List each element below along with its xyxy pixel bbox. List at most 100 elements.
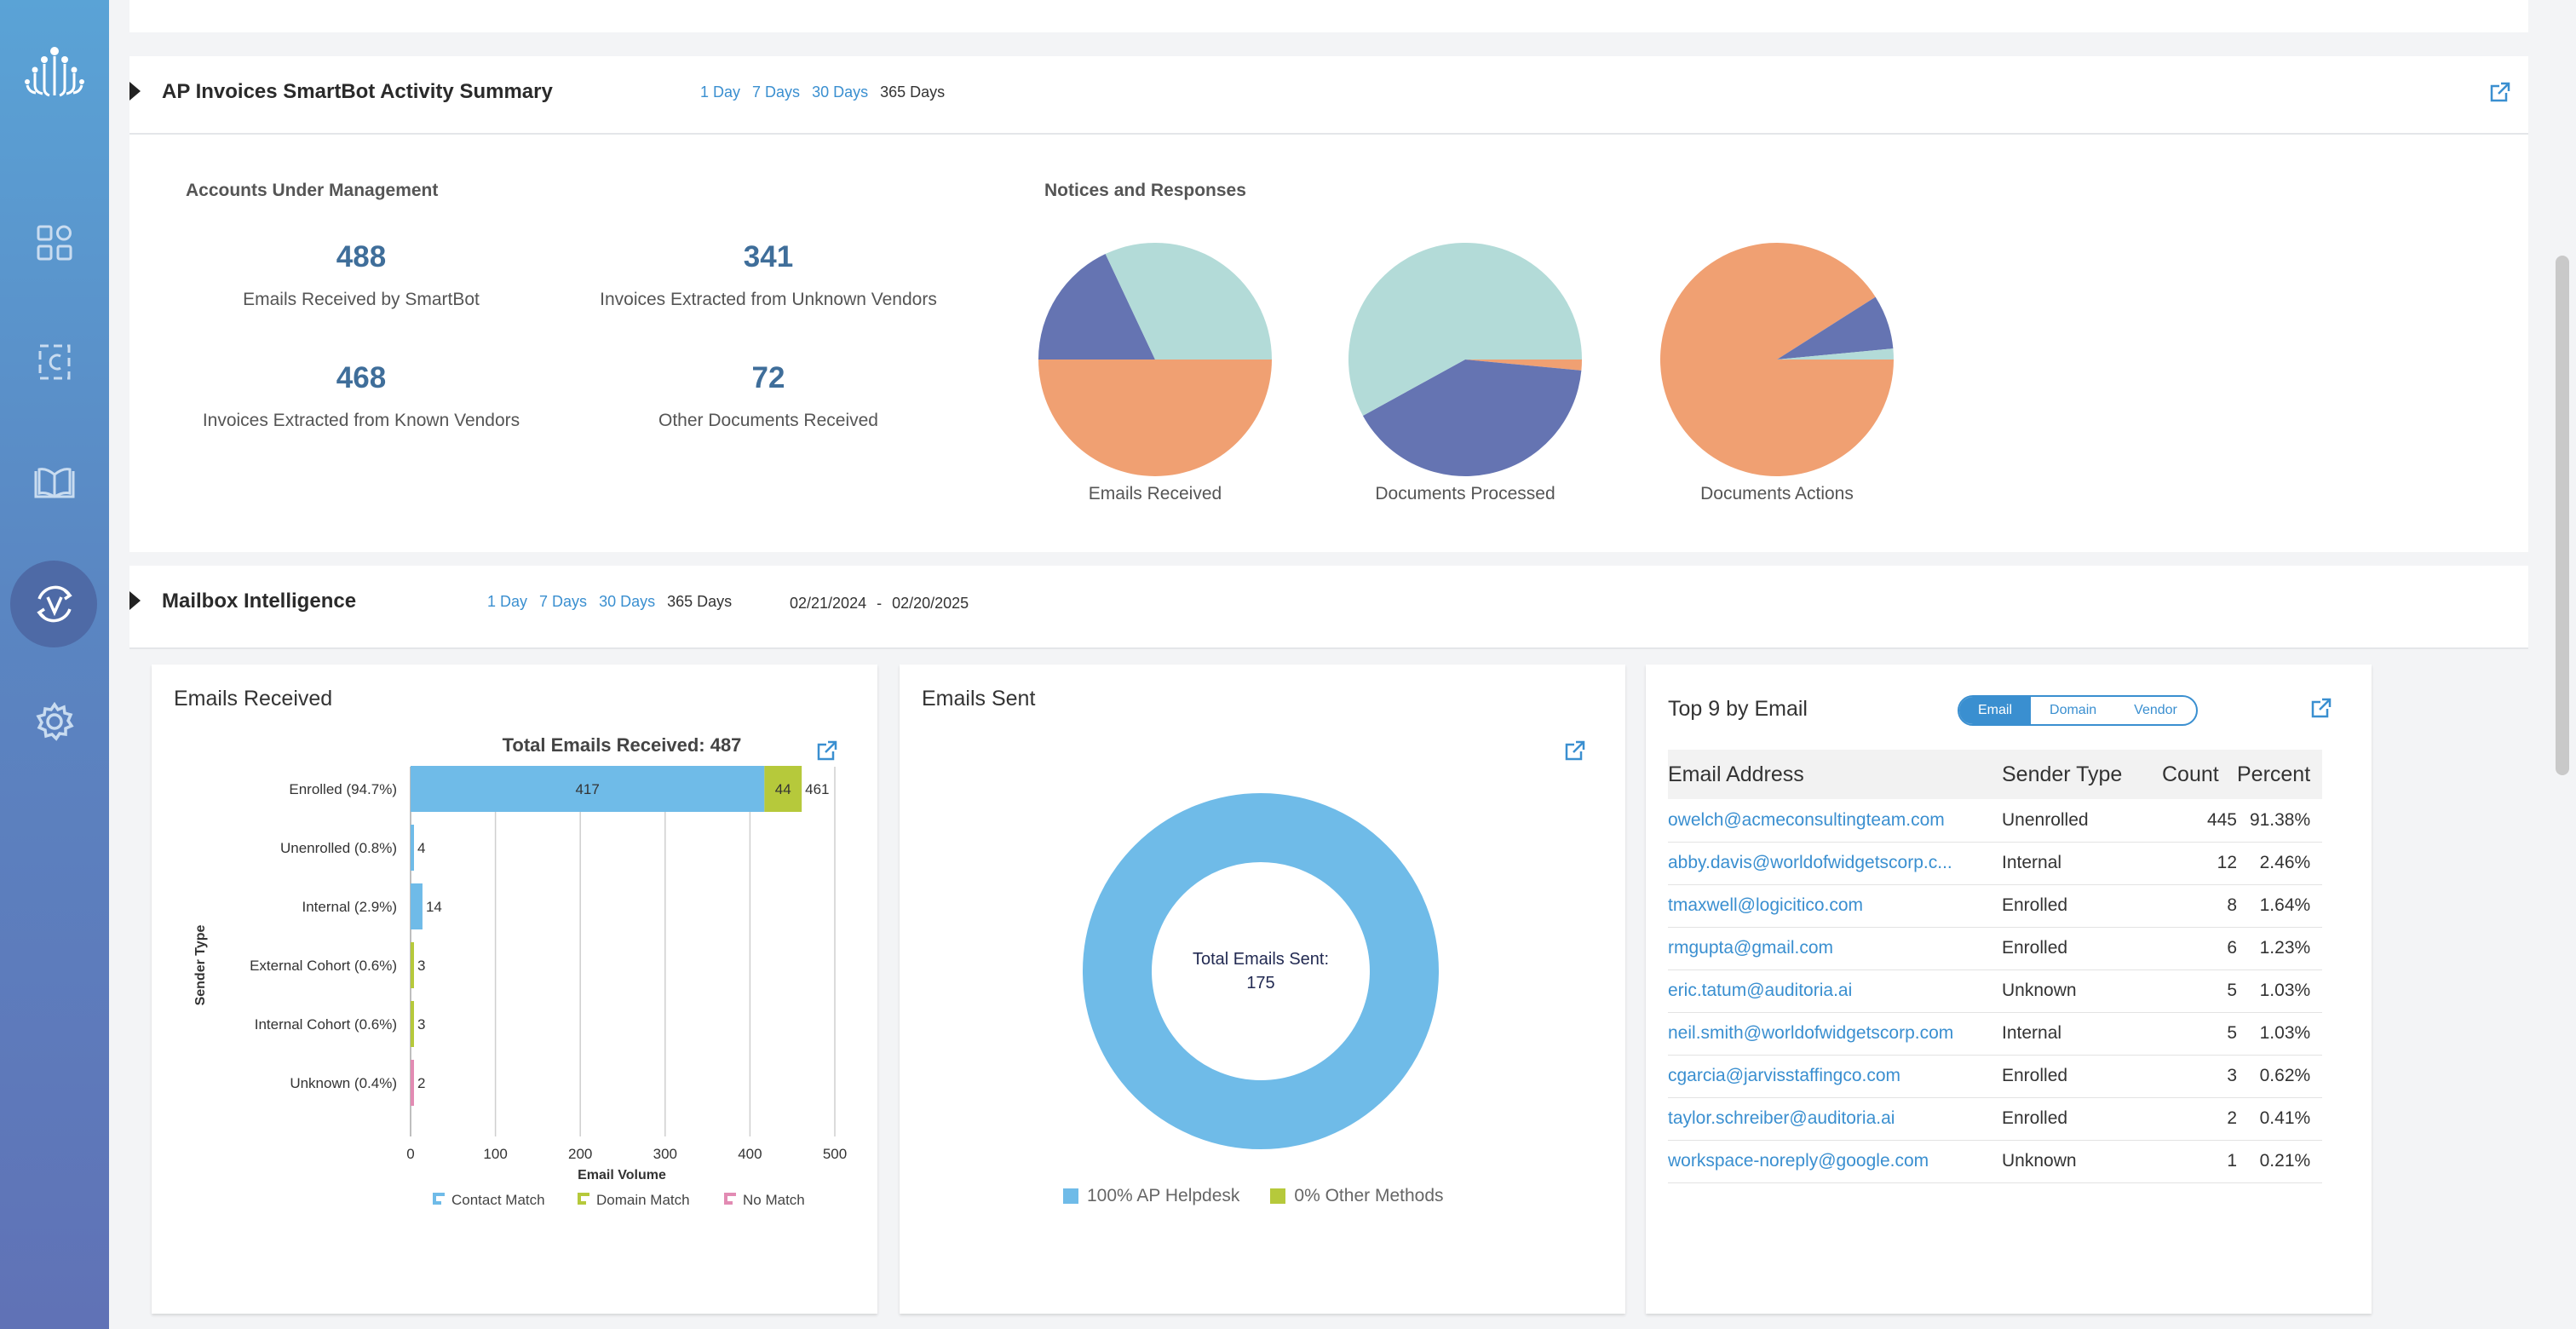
email-cell[interactable]: taylor.schreiber@auditoria.ai	[1668, 1097, 2002, 1141]
pie-slice[interactable]	[1038, 360, 1272, 476]
panel-title: Top 9 by Email	[1668, 697, 1808, 721]
table-row[interactable]: eric.tatum@auditoria.ai Unknown 5 1.03%	[1668, 969, 2323, 1013]
divider	[129, 133, 2528, 135]
legend-item[interactable]: No Match	[724, 1192, 805, 1208]
legend-swatch	[433, 1193, 436, 1205]
table-row[interactable]: cgarcia@jarvisstaffingco.com Enrolled 3 0.6…	[1668, 1055, 2323, 1098]
table-row[interactable]: neil.smith@worldofwidgetscorp.com Interna…	[1668, 1012, 2323, 1056]
gear-icon[interactable]	[0, 700, 109, 743]
range-30-days[interactable]: 30 Days	[812, 83, 869, 101]
bar-segment-label: 417	[575, 781, 599, 797]
column-header-email[interactable]: Email Address	[1668, 750, 2002, 799]
toggle-vendor[interactable]: Vendor	[2134, 703, 2177, 717]
pie-slice[interactable]	[1777, 296, 1894, 360]
activity-summary-card: AP Invoices SmartBot Activity Summary 1 …	[129, 56, 2528, 552]
legend-label: Domain Match	[596, 1192, 690, 1208]
email-cell[interactable]: workspace-noreply@google.com	[1668, 1140, 2002, 1183]
range-30-days[interactable]: 30 Days	[599, 593, 656, 610]
previous-section-card	[129, 0, 2528, 32]
donut-slice[interactable]	[1083, 793, 1439, 1149]
email-cell[interactable]: abby.davis@worldofwidgetscorp.c...	[1668, 842, 2002, 885]
range-1-day[interactable]: 1 Day	[700, 83, 741, 101]
table-row[interactable]: workspace-noreply@google.com Unknown 1 0.21…	[1668, 1140, 2323, 1183]
emails-received-panel: Emails Received Total Emails Received: 4…	[152, 664, 877, 1314]
date-range[interactable]: 02/21/2024 - 02/20/2025	[790, 595, 969, 613]
dashboard-grid-icon[interactable]	[0, 223, 109, 262]
legend-swatch	[724, 1193, 727, 1205]
bar-segment[interactable]	[411, 942, 414, 988]
count-cell: 2	[2162, 1097, 2237, 1141]
column-header-count[interactable]: Count	[2162, 750, 2237, 799]
bar-total-label: 4	[417, 840, 425, 856]
email-cell[interactable]: rmgupta@gmail.com	[1668, 927, 2002, 970]
pie-slice[interactable]	[1038, 254, 1155, 360]
group-by-toggle: Email Domain Vendor	[1958, 695, 2198, 726]
bar-segment[interactable]	[411, 766, 765, 812]
range-365-days[interactable]: 365 Days	[667, 593, 733, 610]
bar-total-label: 461	[805, 781, 829, 797]
toggle-email[interactable]: Email	[1959, 697, 2032, 724]
logo-icon[interactable]	[0, 44, 109, 104]
bar-segment[interactable]	[764, 766, 802, 812]
emails-sent-donut	[1083, 793, 1439, 1149]
bar-segment[interactable]	[411, 825, 414, 871]
legend-item[interactable]: Domain Match	[578, 1192, 690, 1208]
email-cell[interactable]: owelch@acmeconsultingteam.com	[1668, 799, 2002, 843]
range-1-day[interactable]: 1 Day	[487, 593, 528, 610]
percent-cell: 1.03%	[2237, 1012, 2323, 1056]
bar-segment[interactable]	[411, 1060, 414, 1106]
stat-other-documents-label: Other Documents Received	[658, 411, 878, 430]
pie-slice[interactable]	[1105, 243, 1272, 360]
bar-segment[interactable]	[411, 1001, 414, 1047]
pie-slice[interactable]	[1348, 243, 1582, 417]
stat-unknown-vendors-label: Invoices Extracted from Unknown Vendors	[600, 290, 937, 309]
donut-center-label: Total Emails Sent:	[1192, 950, 1330, 969]
email-cell[interactable]: eric.tatum@auditoria.ai	[1668, 969, 2002, 1013]
y-axis-label: Sender Type	[193, 924, 208, 1005]
x-tick-label: 200	[568, 1146, 592, 1162]
legend-item[interactable]: Contact Match	[433, 1192, 545, 1208]
legend-swatch	[724, 1201, 733, 1205]
export-icon[interactable]	[1564, 739, 1586, 762]
date-to: 02/20/2025	[892, 595, 969, 612]
table-row[interactable]: rmgupta@gmail.com Enrolled 6 1.23%	[1668, 927, 2323, 970]
pie-slice[interactable]	[1660, 242, 1894, 476]
sender-type-cell: Internal	[2002, 842, 2162, 885]
table-row[interactable]: tmaxwell@logicitico.com Enrolled 8 1.64%	[1668, 884, 2323, 928]
export-icon[interactable]	[2489, 81, 2511, 103]
v-sync-icon[interactable]	[0, 579, 109, 629]
book-icon[interactable]	[0, 462, 109, 504]
date-separator: -	[877, 595, 883, 612]
c-module-icon[interactable]	[0, 341, 109, 383]
section-title: Mailbox Intelligence	[162, 590, 357, 613]
range-7-days[interactable]: 7 Days	[752, 83, 801, 101]
pie-slice[interactable]	[1777, 348, 1894, 360]
bar-segment[interactable]	[411, 883, 423, 929]
table-row[interactable]: owelch@acmeconsultingteam.com Unenrolled 4…	[1668, 799, 2323, 843]
percent-cell: 0.62%	[2237, 1055, 2323, 1098]
collapse-toggle-icon[interactable]	[129, 591, 141, 610]
export-icon[interactable]	[816, 739, 838, 762]
legend-label: 0% Other Methods	[1294, 1186, 1444, 1205]
pie-slice[interactable]	[1362, 360, 1582, 476]
legend-swatch	[578, 1201, 586, 1205]
table-row[interactable]: taylor.schreiber@auditoria.ai Enrolled 2 0.…	[1668, 1097, 2323, 1141]
email-cell[interactable]: tmaxwell@logicitico.com	[1668, 884, 2002, 928]
email-cell[interactable]: cgarcia@jarvisstaffingco.com	[1668, 1055, 2002, 1098]
category-label: Internal Cohort (0.6%)	[255, 1016, 397, 1033]
column-header-percent[interactable]: Percent	[2237, 750, 2323, 799]
x-tick-label: 100	[483, 1146, 507, 1162]
collapse-toggle-icon[interactable]	[129, 82, 141, 101]
column-header-sender-type[interactable]: Sender Type	[2002, 750, 2162, 799]
stat-other-documents-value: 72	[751, 361, 785, 394]
export-icon[interactable]	[2310, 697, 2332, 719]
toggle-domain[interactable]: Domain	[2050, 703, 2097, 717]
email-cell[interactable]: neil.smith@worldofwidgetscorp.com	[1668, 1012, 2002, 1056]
table-row[interactable]: abby.davis@worldofwidgetscorp.c... Intern…	[1668, 842, 2323, 885]
pie-slice[interactable]	[1465, 360, 1582, 371]
range-7-days[interactable]: 7 Days	[539, 593, 588, 610]
page-scrollbar[interactable]	[2556, 256, 2569, 775]
sender-type-cell: Internal	[2002, 1012, 2162, 1056]
documents-actions-pie	[1660, 242, 1894, 476]
range-365-days[interactable]: 365 Days	[880, 83, 946, 101]
